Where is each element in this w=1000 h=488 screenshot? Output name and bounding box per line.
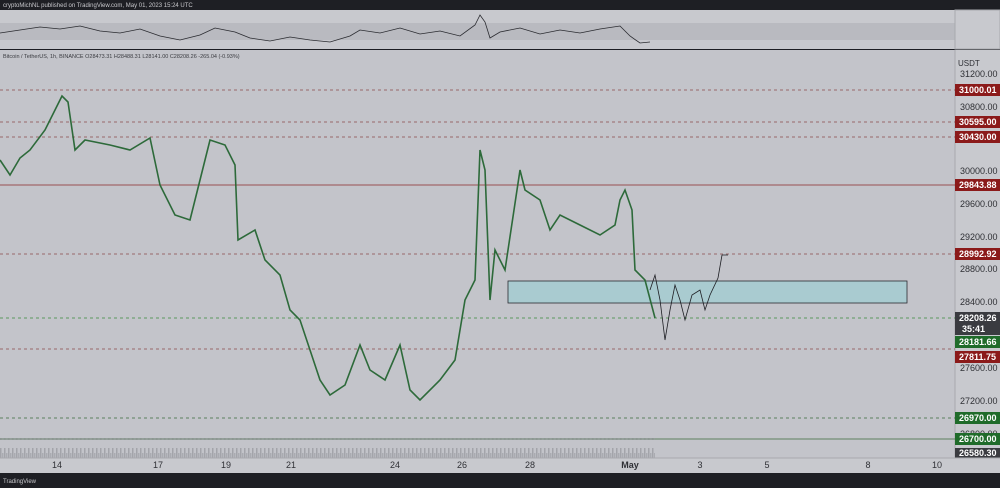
level-label: 28992.92 (959, 249, 997, 259)
zone-box (507, 280, 908, 304)
price-label: 28800.00 (960, 264, 998, 274)
time-label: 10 (932, 460, 942, 470)
time-label: 3 (697, 460, 702, 470)
price-label: 28400.00 (960, 297, 998, 307)
time-label: 21 (286, 460, 296, 470)
footer-text: TradingView (3, 479, 37, 485)
level-label: 30595.00 (959, 117, 997, 127)
price-label: 29600.00 (960, 199, 998, 209)
level-tag (955, 351, 1000, 363)
price-label: 31200.00 (960, 69, 998, 79)
price-label: 29200.00 (960, 232, 998, 242)
time-axis (0, 458, 1000, 473)
time-label: 28 (525, 460, 535, 470)
indicator-axis (954, 9, 1000, 50)
level-tag (955, 116, 1000, 128)
time-label: 19 (221, 460, 231, 470)
price-label: 30000.00 (960, 166, 998, 176)
legend-text: Bitcoin / TetherUS, 1h, BINANCE O28473.3… (3, 54, 240, 60)
level-label: 26700.00 (959, 434, 997, 444)
time-label: May (621, 460, 639, 470)
level-label: 27811.75 (959, 352, 996, 362)
top-bar (0, 0, 1000, 10)
price-path (0, 94, 656, 402)
level-label: 31000.01 (959, 85, 997, 95)
time-label: 14 (52, 460, 62, 470)
level-label: 28181.66 (959, 337, 997, 347)
time-label: 26 (457, 460, 467, 470)
volume-bars (0, 438, 655, 458)
level-tag (955, 131, 1000, 143)
level-tag (955, 448, 1000, 458)
level-label: 28208.26 (959, 313, 997, 323)
level-tag (955, 84, 1000, 96)
projection-path (649, 254, 728, 341)
price-label: 27200.00 (960, 396, 998, 406)
footer-bar (0, 473, 1000, 488)
axis-unit: USDT (958, 59, 980, 68)
level-tag (955, 248, 1000, 260)
level-tag (955, 412, 1000, 424)
level-tag (955, 179, 1000, 191)
level-label: 30430.00 (959, 132, 997, 142)
time-label: 8 (865, 460, 870, 470)
indicator-band (0, 23, 955, 40)
time-labels: 14 17 19 21 24 26 28 May 3 5 8 10 (52, 460, 942, 470)
level-tag (955, 336, 1000, 348)
level-label: 29843.88 (959, 180, 997, 190)
time-label: 5 (764, 460, 769, 470)
countdown: 35:41 (962, 324, 985, 334)
time-label: 24 (390, 460, 400, 470)
level-tag (955, 312, 1000, 335)
indicator-line (0, 14, 651, 44)
level-labels: 31000.01 30595.00 30430.00 29843.88 2899… (955, 84, 1000, 458)
chart-area (0, 50, 955, 458)
price-label: 27600.00 (960, 363, 998, 373)
level-tag (955, 433, 1000, 445)
header-text: cryptoMichNL published on TradingView.co… (3, 3, 193, 9)
level-label: 26970.00 (959, 413, 997, 423)
price-label: 30800.00 (960, 102, 998, 112)
time-label: 17 (153, 460, 163, 470)
level-label: 26580.30 (959, 448, 997, 458)
